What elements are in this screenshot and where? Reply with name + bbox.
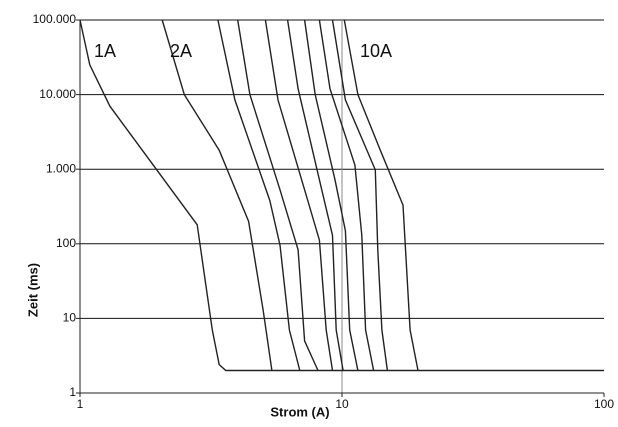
curve: [343, 19, 419, 371]
curve: [217, 19, 301, 371]
curve: [264, 19, 334, 371]
y-tick-label: 10.000: [39, 87, 76, 101]
curve: [331, 19, 389, 371]
x-axis-label: Strom (A): [270, 404, 329, 419]
curve: [237, 19, 319, 371]
curve: [161, 19, 273, 371]
curve: [286, 19, 344, 371]
y-tick-label: 100.000: [33, 12, 77, 26]
y-axis-label: Zeit (ms): [25, 263, 40, 317]
y-tick-label: 1: [69, 385, 76, 399]
x-tick-label: 1: [77, 397, 84, 411]
x-tick-label: 10: [335, 397, 349, 411]
y-tick-label: 1.000: [46, 161, 76, 175]
curve: [303, 19, 359, 371]
annotation: 10A: [360, 41, 392, 61]
curve: [318, 19, 375, 371]
annotation: 2A: [170, 41, 192, 61]
y-tick-label: 10: [63, 311, 77, 325]
curve: [79, 19, 604, 372]
annotation: 1A: [94, 41, 116, 61]
y-tick-label: 100: [56, 236, 76, 250]
x-tick-label: 100: [594, 397, 614, 411]
